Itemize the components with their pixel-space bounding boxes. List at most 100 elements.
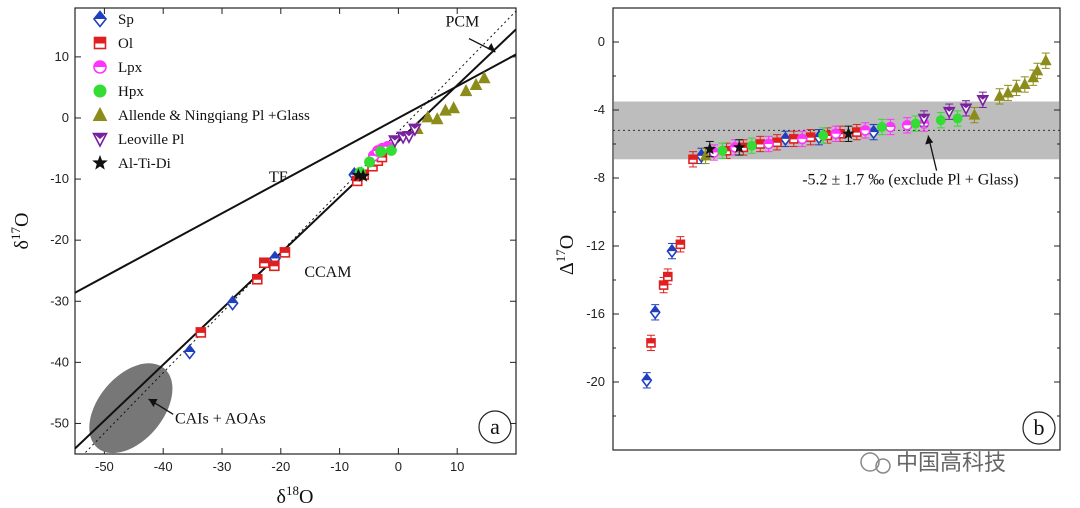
- point-ol-fill: [196, 327, 206, 333]
- point-b-lpx-fill: [764, 139, 774, 144]
- point-b-hpx: [952, 113, 963, 124]
- point-b-lpx: [901, 120, 913, 131]
- point-b-pl_glass-tri: [1039, 54, 1052, 66]
- panel-a-annotations: TF CCAM PCM CAIs + AOAs: [148, 13, 496, 427]
- point-b-ol-fill: [689, 155, 697, 160]
- legend-marker-leoville: [92, 132, 108, 148]
- point-b-pl_glass-tri: [1031, 64, 1044, 76]
- point-pl_glass-tri: [459, 84, 473, 97]
- point-b-lpx-fill: [885, 122, 895, 127]
- point-b-leoville: [976, 95, 990, 108]
- point-b-ol-fill: [676, 240, 685, 245]
- point-pl_glass-tri: [430, 112, 444, 125]
- legend-marker-pl_glass-tri: [92, 106, 108, 121]
- line-tf: [75, 53, 516, 294]
- point-leoville: [408, 123, 422, 137]
- wechat-icon: [860, 452, 880, 472]
- point-b-ol: [755, 139, 766, 149]
- panel-b-ylabel: Δ17O: [553, 235, 578, 275]
- point-b-hpx: [935, 115, 946, 126]
- panel-b-ytick-label: -20: [586, 374, 605, 389]
- point-b-pl_glass: [1010, 81, 1023, 93]
- line-pcm: [83, 10, 516, 454]
- point-sp-fill: [184, 345, 195, 352]
- point-b-sp: [666, 243, 678, 259]
- legend-marker-sp: [92, 10, 108, 28]
- point-pl_glass-tri: [469, 77, 483, 90]
- panel-a-xtick-label: 0: [395, 459, 402, 474]
- legend-marker-ol: [93, 36, 107, 50]
- cais-aoas-ellipse: [89, 363, 173, 454]
- point-b-hpx: [717, 145, 728, 156]
- panel-a-xtick-label: 10: [450, 459, 464, 474]
- point-b-sp-fill: [780, 132, 790, 139]
- point-b-lpx: [885, 121, 896, 133]
- point-b-sp: [868, 124, 880, 140]
- point-pl_glass-tri: [477, 71, 491, 84]
- panel-a: -50 -40 -30 -20 -10 0 10 -50 -40 -30 -20 -10 0 10 TF C…: [8, 7, 517, 508]
- point-b-altidi: [732, 140, 746, 153]
- point-b-ol: [646, 338, 656, 348]
- point-b-hpx-dot: [910, 118, 921, 129]
- point-b-lpx: [763, 138, 774, 150]
- point-b-ol: [805, 132, 816, 142]
- point-b-sp: [641, 372, 653, 388]
- point-leoville: [388, 135, 402, 149]
- point-b-leoville: [959, 103, 973, 116]
- point-b-hpx: [746, 140, 757, 151]
- point-b-sp: [649, 304, 661, 320]
- point-b-sp-fill: [667, 245, 677, 252]
- point-b-lpx-fill: [831, 129, 841, 134]
- panel-b-axes: -20 -16 -12 -8 -4 0: [586, 34, 1060, 417]
- panel-a-reference-lines: [75, 10, 516, 454]
- point-b-pl_glass-tri: [1027, 71, 1040, 83]
- point-ol-fill: [259, 258, 269, 264]
- point-b-pl_glass: [1031, 64, 1044, 76]
- point-hpx: [385, 144, 397, 156]
- point-b-hpx-dot: [746, 140, 757, 151]
- legend-marker-hpx-dot: [93, 84, 107, 98]
- panel-a-xtick-label: -30: [213, 459, 232, 474]
- point-b-ol-fill: [659, 281, 668, 286]
- panel-a-ytick-label: -40: [50, 354, 69, 369]
- point-leoville-fill: [389, 136, 401, 141]
- legend-marker-altidi: [92, 154, 108, 170]
- legend-marker-sp-fill: [94, 11, 106, 19]
- legend-marker-lpx-fill: [94, 61, 106, 67]
- legend-marker-altidi-star: [92, 154, 108, 170]
- point-b-ol: [658, 280, 669, 290]
- point-b-hpx-dot: [952, 113, 963, 124]
- point-b-hpx-dot: [818, 130, 829, 141]
- wechat-icon-secondary: [875, 458, 891, 474]
- point-b-lpx-fill: [902, 120, 912, 126]
- panel-b-data-points: [641, 52, 1052, 389]
- panel-a-ylabel: δ17O: [8, 213, 33, 250]
- point-b-ol-fill: [789, 134, 798, 140]
- annotation-ccam: CCAM: [304, 264, 351, 281]
- panel-b-ytick-label: -4: [593, 102, 605, 117]
- point-sp-fill: [269, 251, 280, 259]
- point-b-ol-fill: [663, 272, 672, 278]
- point-b-ol-fill: [647, 338, 655, 344]
- point-b-pl_glass: [1002, 86, 1014, 98]
- point-b-hpx: [910, 118, 921, 129]
- point-ol: [251, 273, 263, 285]
- point-sp-fill: [227, 296, 238, 304]
- panel-a-ytick-label: -30: [50, 293, 69, 308]
- annotation-cais-aoas: CAIs + AOAs: [175, 410, 266, 427]
- point-ol-fill: [280, 247, 290, 253]
- point-b-sp-fill: [869, 126, 879, 133]
- panel-a-ytick-label: -20: [50, 232, 69, 247]
- point-leoville-fill: [403, 131, 415, 137]
- annotation-mean-text: -5.2 ± 1.7 ‰ (exclude Pl + Glass): [802, 172, 1018, 189]
- panel-a-ytick-label: -50: [50, 415, 69, 430]
- panel-a-axes: -50 -40 -30 -20 -10 0 10 -50 -40 -30 -20 -10 0 10: [50, 8, 516, 474]
- annotation-arrowhead: [925, 135, 934, 145]
- point-b-pl_glass: [993, 89, 1006, 101]
- legend-label-leoville: Leoville Pl: [118, 132, 184, 148]
- point-hpx: [375, 146, 387, 158]
- watermark-text: 中国高科技: [896, 451, 1006, 476]
- point-b-pl_glass-tri: [1010, 81, 1023, 93]
- panel-a-legend: Sp Ol Lpx Hpx Allende & Ningqiang Pl +Glass L…: [92, 10, 310, 172]
